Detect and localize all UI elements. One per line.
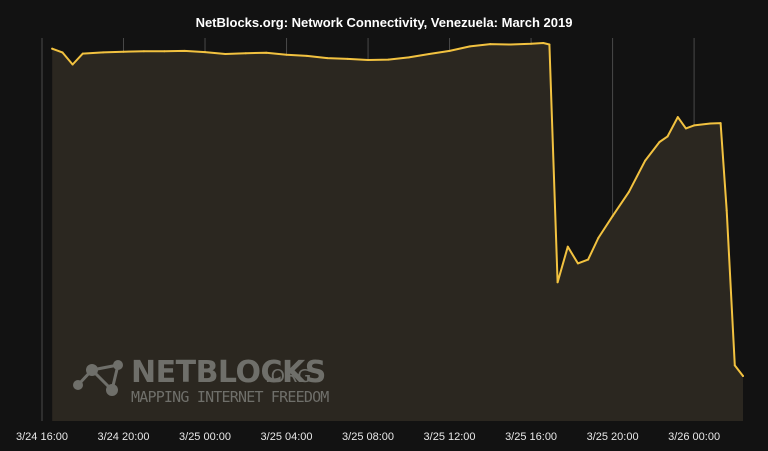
- data-point: [468, 45, 471, 48]
- data-point: [548, 43, 551, 46]
- data-point: [285, 53, 288, 56]
- data-point: [719, 122, 722, 125]
- x-tick-label: 3/24 16:00: [16, 431, 68, 443]
- data-point: [676, 116, 679, 119]
- x-tick-label: 3/25 00:00: [179, 431, 231, 443]
- data-point: [597, 237, 600, 239]
- data-point: [102, 51, 105, 54]
- data-point: [489, 43, 492, 46]
- x-tick-label: 3/24 20:00: [98, 431, 150, 443]
- x-tick-label: 3/26 00:00: [668, 431, 720, 443]
- watermark-brand: NETBLOCKS: [131, 355, 326, 390]
- series-area: [52, 43, 743, 421]
- x-tick-label: 3/25 04:00: [261, 431, 313, 443]
- data-point: [644, 159, 647, 162]
- data-point: [142, 50, 145, 53]
- watermark-domain: .ORG: [265, 366, 311, 387]
- data-point: [244, 52, 247, 55]
- connectivity-series: [51, 42, 744, 377]
- data-point: [684, 127, 687, 130]
- watermark-tagline: MAPPING INTERNET FREEDOM: [131, 388, 329, 406]
- data-point: [611, 215, 614, 218]
- data-point: [163, 50, 166, 53]
- area-fill-layer: [52, 43, 743, 421]
- data-point: [224, 53, 227, 55]
- data-point: [346, 57, 349, 60]
- data-point: [693, 124, 696, 127]
- data-point: [709, 122, 712, 125]
- data-point: [61, 51, 64, 54]
- data-point: [428, 53, 431, 55]
- data-point: [725, 209, 728, 212]
- data-point: [733, 364, 736, 367]
- netblocks-logo-icon: [73, 360, 123, 396]
- x-tick-label: 3/25 20:00: [587, 431, 639, 443]
- data-point: [305, 54, 308, 57]
- data-point: [407, 56, 410, 59]
- data-point: [367, 59, 369, 61]
- data-point: [509, 43, 512, 46]
- data-point: [387, 58, 390, 61]
- x-tick-label: 3/25 08:00: [342, 431, 394, 443]
- data-point: [81, 52, 84, 55]
- data-point: [542, 42, 545, 44]
- data-point: [566, 245, 569, 248]
- data-point: [666, 135, 669, 138]
- data-point: [627, 190, 630, 193]
- data-point: [448, 49, 451, 52]
- x-tick-label: 3/25 12:00: [424, 431, 476, 443]
- chart-title: NetBlocks.org: Network Connectivity, Ven…: [196, 15, 573, 30]
- data-point: [576, 262, 579, 265]
- data-point: [587, 258, 590, 261]
- data-point: [71, 63, 74, 66]
- netblocks-watermark: NETBLOCKS .ORG MAPPING INTERNET FREEDOM: [73, 355, 330, 406]
- data-point: [183, 49, 186, 52]
- data-point: [556, 281, 559, 284]
- data-point: [204, 51, 206, 54]
- data-point: [530, 42, 533, 45]
- series-line: [51, 42, 744, 377]
- data-point: [742, 375, 744, 377]
- data-point: [122, 50, 125, 53]
- data-point: [51, 47, 54, 50]
- x-axis-ticks: 3/24 16:00 3/24 20:00 3/25 00:00 3/25 04:00…: [16, 431, 720, 443]
- data-point: [265, 51, 268, 54]
- data-point: [658, 141, 661, 143]
- data-point: [326, 57, 329, 60]
- x-tick-label: 3/25 16:00: [505, 431, 557, 443]
